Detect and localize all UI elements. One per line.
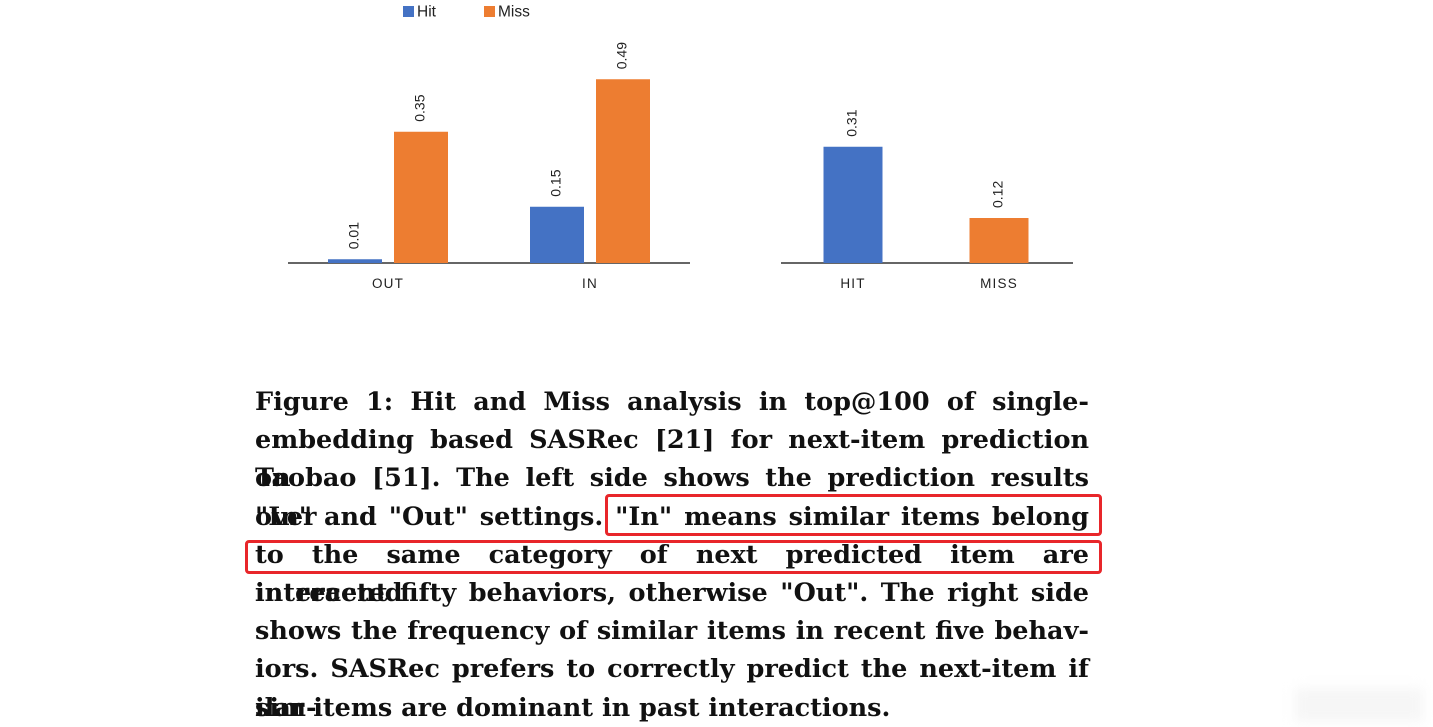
caption-line: Figure 1: Hit and Miss analysis in top@1… [255,387,1089,417]
caption-line: "In" and "Out" settings. "In" means simi… [255,501,1089,532]
corner-smudge [1295,688,1423,722]
caption-line: Taobao [51]. The left side shows the pre… [255,463,1089,532]
x-tick-label: OUT [372,276,404,291]
x-tick-label: IN [582,276,598,291]
legend-label: Hit [417,4,437,21]
figure-caption: Figure 1: Hit and Miss analysis in top@1… [255,383,1089,727]
caption-line: to the same category of next predicted i… [255,539,1089,608]
bar [823,146,883,263]
caption-line: in recent fifty behaviors, otherwise "Ou… [255,577,1089,608]
caption-line: ilar items are dominant in past interact… [255,692,891,723]
legend-swatch [484,6,495,17]
data-label: 0.15 [548,169,564,196]
bar [530,206,584,263]
caption-line: iors. SASRec prefers to correctly predic… [255,654,1089,723]
highlight-box [605,494,1102,536]
data-label: 0.35 [412,94,428,121]
highlight-box [245,540,1102,574]
figure-charts: 0.01 0.35 OUT 0.15 0.49 IN Hit Miss 0.31 HIT 0.12 M… [288,4,1073,291]
data-label: 0.12 [990,181,1006,208]
bar [969,218,1029,263]
bar [394,131,448,263]
data-label: 0.49 [614,42,630,69]
bar [596,79,650,263]
bar [328,259,382,263]
data-label: 0.31 [844,109,860,136]
data-label: 0.01 [346,222,362,249]
legend-swatch [403,6,414,17]
x-tick-label: HIT [840,276,865,291]
legend-label: Miss [498,4,530,21]
caption-line: embedding based SASRec [21] for next-ite… [255,425,1089,494]
x-tick-label: MISS [980,276,1018,291]
caption-line: shows the frequency of similar items in … [255,616,1089,647]
